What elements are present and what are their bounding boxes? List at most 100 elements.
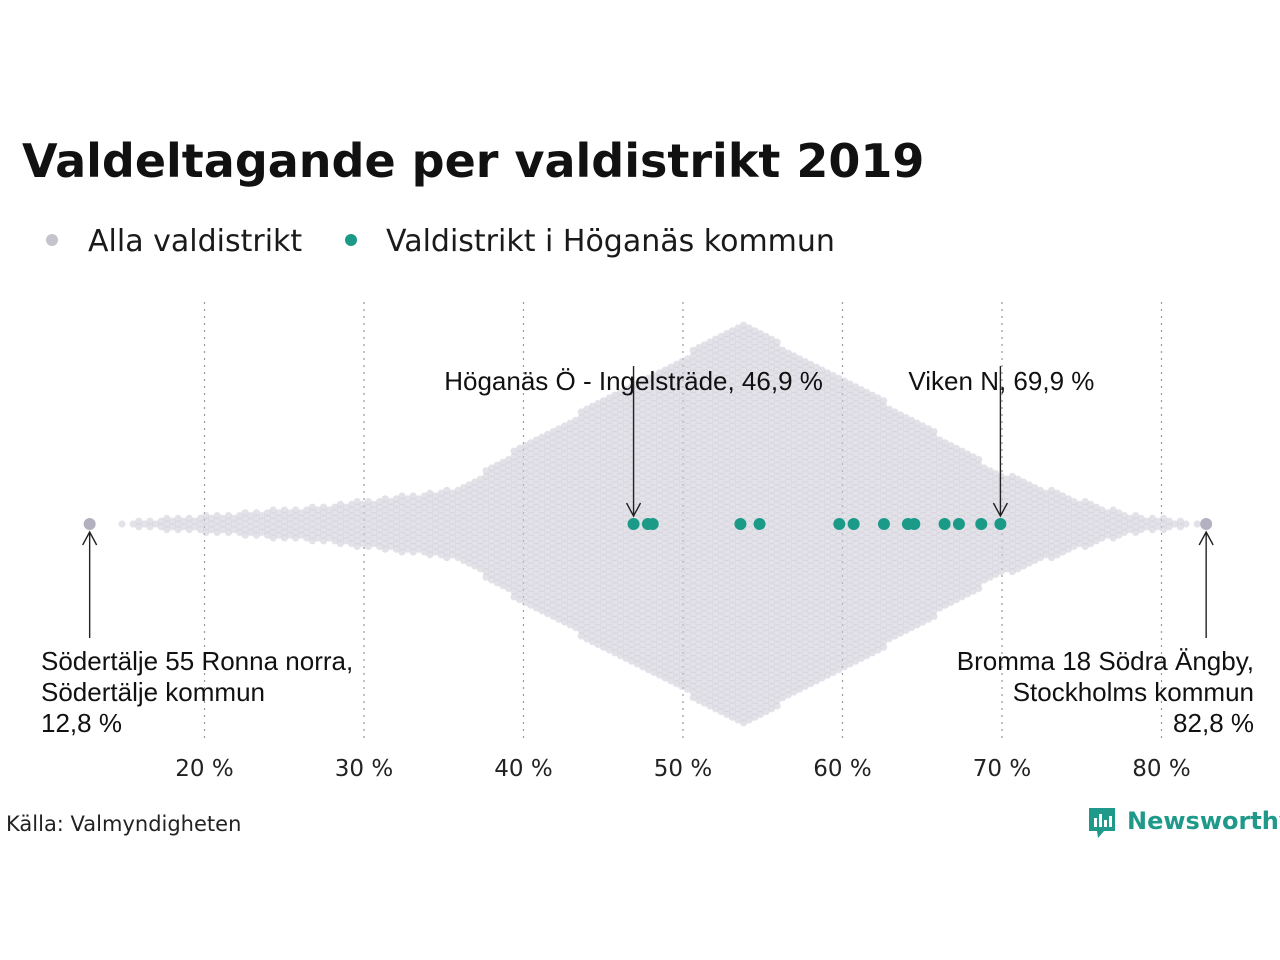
district-point: [432, 498, 440, 506]
district-point: [863, 472, 871, 480]
district-point: [616, 517, 625, 525]
district-point: [734, 716, 742, 724]
district-point: [740, 332, 748, 340]
district-point: [896, 556, 905, 565]
district-point: [689, 694, 697, 702]
district-point: [779, 481, 787, 489]
hoganas-district-point: [753, 518, 766, 530]
district-point: [712, 470, 720, 478]
district-point: [835, 402, 843, 410]
district-point: [600, 419, 608, 427]
district-point: [829, 456, 837, 464]
district-point: [812, 374, 821, 382]
district-point: [896, 551, 905, 559]
district-point: [919, 439, 927, 447]
district-point: [465, 514, 473, 523]
district-point: [426, 545, 434, 553]
district-point: [947, 453, 955, 461]
district-point: [852, 635, 860, 643]
district-point: [409, 509, 417, 517]
district-point: [650, 579, 658, 587]
district-point: [594, 607, 602, 615]
district-point: [728, 422, 737, 430]
district-point: [784, 584, 793, 593]
district-point: [846, 391, 854, 399]
district-point: [880, 430, 888, 438]
district-point: [796, 394, 804, 402]
district-point: [398, 492, 406, 500]
district-point: [812, 442, 821, 450]
district-point: [549, 511, 557, 520]
district-point: [751, 327, 759, 335]
district-point: [919, 511, 927, 520]
district-point: [420, 503, 428, 511]
district-point: [224, 528, 232, 537]
district-point: [695, 444, 703, 452]
district-point: [510, 548, 518, 556]
district-point: [639, 383, 647, 391]
district-point: [824, 554, 832, 562]
district-point: [947, 548, 955, 556]
district-point: [577, 430, 585, 438]
district-point: [549, 556, 557, 565]
district-point: [801, 481, 809, 489]
district-point: [835, 610, 843, 618]
district-point: [555, 520, 563, 528]
district-point: [667, 604, 675, 612]
district-point: [986, 534, 994, 542]
district-point: [527, 484, 535, 492]
district-point: [706, 624, 714, 632]
district-point: [644, 430, 653, 438]
district-point: [549, 584, 557, 593]
district-point: [863, 506, 871, 514]
district-point: [947, 542, 955, 551]
district-point: [740, 629, 748, 637]
district-point: [846, 414, 854, 422]
district-point: [656, 470, 664, 478]
district-point: [829, 433, 837, 441]
district-point: [762, 511, 770, 520]
district-point: [656, 654, 664, 663]
district-point: [684, 444, 692, 452]
district-point: [874, 411, 882, 419]
district-point: [527, 511, 535, 520]
district-point: [896, 506, 905, 514]
district-point: [1025, 481, 1033, 489]
district-point: [796, 377, 804, 385]
district-point: [812, 548, 821, 556]
district-point: [728, 590, 737, 598]
district-point: [734, 453, 742, 461]
district-point: [672, 467, 681, 475]
district-point: [1025, 548, 1033, 556]
district-point: [672, 573, 681, 581]
district-point: [986, 511, 994, 520]
district-point: [717, 500, 725, 508]
district-point: [790, 570, 798, 579]
district-point: [493, 495, 501, 503]
district-point: [885, 534, 893, 542]
district-point: [633, 380, 641, 388]
district-point: [678, 470, 686, 478]
district-point: [695, 680, 703, 688]
district-point: [751, 607, 759, 615]
district-point: [650, 640, 658, 649]
district-point: [661, 366, 669, 374]
district-point: [818, 433, 826, 441]
extreme-district-point: [1200, 518, 1213, 530]
district-point: [672, 635, 681, 643]
district-point: [824, 458, 832, 466]
district-point: [712, 341, 720, 349]
district-point: [325, 517, 333, 525]
district-point: [751, 556, 759, 565]
district-point: [913, 509, 921, 517]
district-point: [880, 576, 888, 584]
district-point: [885, 590, 893, 598]
district-point: [672, 618, 681, 626]
district-point: [840, 652, 849, 660]
district-point: [605, 618, 613, 626]
district-point: [728, 607, 737, 615]
district-point: [269, 528, 277, 537]
district-point: [801, 626, 809, 635]
district-point: [275, 531, 283, 539]
district-point: [913, 464, 921, 472]
